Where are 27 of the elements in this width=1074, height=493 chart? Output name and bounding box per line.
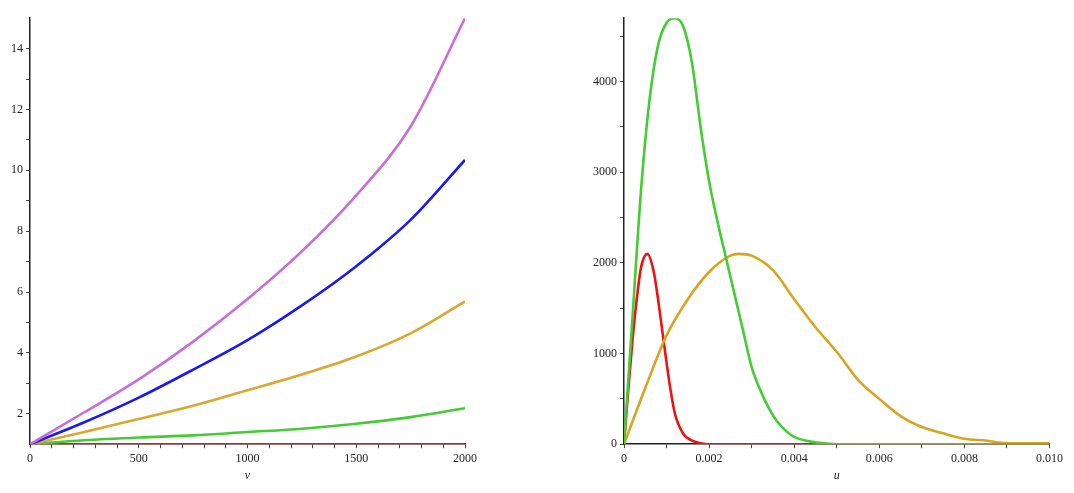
x-tick-label: 500 — [129, 450, 148, 465]
y-tick-label: 4000 — [593, 73, 617, 88]
y-tick-label: 8 — [17, 223, 23, 238]
y-tick-label: 3000 — [593, 164, 617, 179]
y-tick-label: 2000 — [593, 255, 617, 270]
x-tick-label: 0.008 — [950, 450, 978, 465]
y-tick-label: 12 — [11, 101, 23, 116]
x-tick-label: 2000 — [453, 450, 477, 465]
y-tick-label: 2 — [17, 405, 23, 420]
x-tick-label: 1500 — [344, 450, 369, 465]
y-tick-label: 1000 — [593, 345, 617, 360]
line-series — [30, 18, 465, 445]
line-series — [624, 18, 1050, 445]
x-tick-label: 1000 — [235, 450, 260, 465]
x-tick-label: 0.010 — [1036, 450, 1063, 465]
y-tick-label: 4 — [17, 345, 23, 360]
x-tick-label: 0.002 — [695, 450, 723, 465]
x-tick-label: 0.006 — [865, 450, 893, 465]
y-tick-label: 6 — [17, 284, 23, 299]
y-tick-label: 0 — [611, 436, 617, 451]
y-tick-label: 10 — [11, 162, 23, 177]
x-axis-title: u — [833, 467, 840, 482]
x-axis-title: v — [244, 467, 251, 482]
x-tick-label: 0 — [621, 450, 627, 465]
y-tick-label: 14 — [11, 40, 23, 55]
x-tick-label: 0.004 — [780, 450, 808, 465]
x-tick-label: 0 — [27, 450, 33, 465]
